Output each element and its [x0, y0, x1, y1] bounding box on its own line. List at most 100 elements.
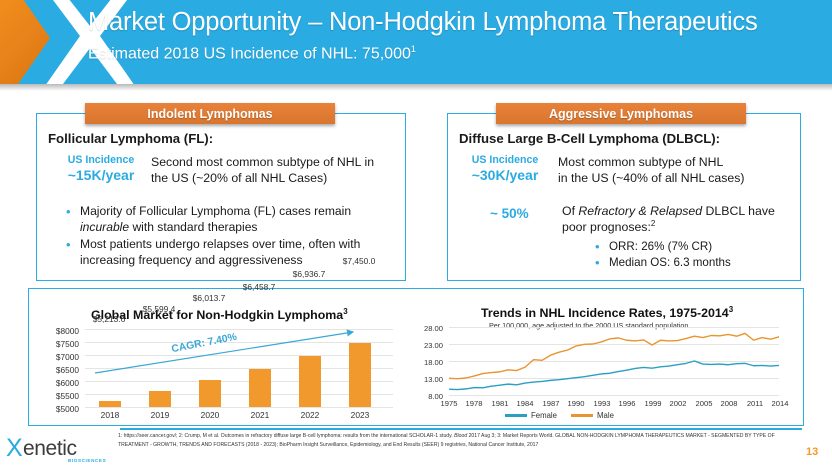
line-series-paths	[449, 327, 779, 395]
bar-2022	[299, 356, 321, 407]
fl-incidence-value-line1: Second most common subtype of NHL in	[151, 155, 375, 169]
bar-label-2022: $6,936.7	[292, 269, 326, 279]
bar-label-2021: $6,458.7	[242, 282, 276, 292]
bar-2018	[99, 401, 121, 407]
header-shadow	[0, 84, 832, 91]
line-series-female	[449, 361, 779, 390]
bar-ytick-6: $5000	[55, 404, 79, 414]
bar-ytick-4: $6000	[55, 378, 79, 388]
line-chart-title-footnote-ref: 3	[728, 305, 734, 314]
bar-2020	[199, 380, 221, 407]
list-item: Median OS: 6.3 months	[592, 254, 792, 271]
legend-label-male: Male	[597, 411, 614, 420]
aggressive-lymphomas-banner: Aggressive Lymphomas	[496, 103, 746, 124]
logo-tagline: BIOSCIENCES	[68, 458, 107, 463]
dlbcl-title: Diffuse Large B-Cell Lymphoma (DLBCL):	[459, 131, 721, 146]
indolent-lymphomas-banner: Indolent Lymphomas	[85, 103, 335, 124]
legend-label-female: Female	[531, 411, 557, 420]
line-xtick-2011: 2011	[746, 399, 764, 408]
fl-bullet-list: Majority of Follicular Lymphoma (FL) cas…	[63, 203, 397, 270]
bar-ytick-3: $6500	[55, 365, 79, 375]
bar-xtick-2021: 2021	[250, 410, 270, 420]
page-subtitle-text: Estimated 2018 US Incidence of NHL: 75,0…	[88, 45, 411, 63]
gridline	[85, 368, 393, 369]
line-xtick-2005: 2005	[695, 399, 713, 408]
logo-wordmark: enetic	[23, 437, 77, 460]
footnote-journal: Blood	[454, 433, 468, 439]
gridline	[85, 381, 393, 382]
footnote-line3: Institute, 2017	[506, 441, 539, 448]
line-chart-subtitle: Per 100,000, age adjusted to the 2000 US…	[489, 321, 691, 330]
dlbcl-refractory-line2: poor prognoses:2	[562, 219, 794, 235]
bar-xtick-2019: 2019	[150, 410, 170, 420]
line-xtick-1987: 1987	[542, 399, 560, 408]
bar-xtick-2020: 2020	[200, 410, 220, 420]
bar-label-2018: $5,213.6	[92, 314, 126, 324]
line-chart-title: Trends in NHL Incidence Rates, 1975-2014…	[481, 305, 733, 320]
legend-swatch-male-icon	[571, 414, 593, 417]
legend-item-male: Male	[571, 411, 614, 420]
bar-xtick-2022: 2022	[300, 410, 320, 420]
gridline	[449, 395, 779, 396]
indolent-lymphomas-panel: Indolent Lymphomas Follicular Lymphoma (…	[36, 103, 406, 281]
footnote-line1b: 2017 Aug 3; 3: Market Reports World. GLO…	[467, 433, 614, 439]
fl-incidence-value: Second most common subtype of NHL in the…	[151, 154, 374, 186]
bar-2023	[349, 343, 371, 407]
dlbcl-incidence-stat: US Incidence ~30K/year Most common subty…	[462, 154, 796, 186]
dlbcl-refractory-line1: Of Refractory & Relapsed DLBCL have	[562, 203, 794, 219]
bar-ytick-1: $7500	[55, 339, 79, 349]
legend-item-female: Female	[505, 411, 557, 420]
dlbcl-refractory-percent: ~ 50%	[490, 206, 529, 221]
x-mark-icon	[46, 0, 134, 84]
bar-label-2020: $6,013.7	[192, 293, 226, 303]
bar-label-2019: $5,599.4	[142, 304, 176, 314]
line-chart-title-text: Trends in NHL Incidence Rates, 1975-2014	[481, 306, 729, 321]
line-xtick-2014: 2014	[771, 399, 789, 408]
dlbcl-incidence-key: US Incidence ~30K/year	[462, 154, 548, 183]
line-ytick-0: 28.00	[423, 324, 443, 333]
logo-x-icon: X	[6, 434, 23, 462]
fl-bullet-2-text: Most patients undergo relapses over time…	[80, 236, 361, 267]
bar-ytick-0: $8000	[55, 326, 79, 336]
dlbcl-incidence-key-line2: ~30K/year	[471, 166, 539, 183]
gridline	[85, 407, 393, 408]
gridline	[85, 394, 393, 395]
bar-label-2023: $7,450.0	[342, 256, 376, 266]
line-ytick-4: 8.00	[428, 392, 443, 401]
line-xtick-2008: 2008	[720, 399, 738, 408]
footnote-text: 1: https://seer.cancer.gov/; 2: Crump, M…	[118, 432, 786, 450]
gridline	[85, 329, 393, 330]
follicular-lymphoma-title: Follicular Lymphoma (FL):	[48, 131, 214, 146]
list-item: ORR: 26% (7% CR)	[592, 238, 792, 255]
line-xtick-1978: 1978	[465, 399, 483, 408]
global-market-bar-chart: Global Market for Non-Hodgkin Lymphoma3 …	[35, 256, 407, 420]
gridline	[85, 355, 393, 356]
line-xtick-1984: 1984	[516, 399, 534, 408]
page-title: Market Opportunity – Non-Hodgkin Lymphom…	[88, 8, 758, 36]
line-xtick-1996: 1996	[618, 399, 636, 408]
dlbcl-incidence-key-line1: US Incidence	[471, 154, 539, 166]
dlbcl-refractory-pre: Of	[562, 204, 579, 218]
bar-2021	[249, 369, 271, 407]
bar-chart-title: Global Market for Non-Hodgkin Lymphoma3	[91, 307, 348, 322]
line-xtick-1975: 1975	[440, 399, 458, 408]
gridline	[449, 327, 779, 328]
fl-incidence-key-line1: US Incidence	[67, 154, 135, 166]
page-subtitle-footnote-ref: 1	[410, 44, 416, 54]
footnote-line2: LYMPHOMA THERAPEUTICS MARKET - SEGMENTED…	[118, 433, 775, 448]
bar-plot-area: CAGR: 7.40% $5,213.6 $5,599.4 $6,013.7 $…	[85, 256, 393, 408]
line-ytick-1: 23.00	[423, 341, 443, 350]
line-xtick-1981: 1981	[491, 399, 509, 408]
fl-bullet-1-post: with standard therapies	[129, 219, 258, 234]
bar-xtick-2023: 2023	[350, 410, 370, 420]
fl-incidence-key: US Incidence ~15K/year	[59, 154, 143, 183]
dlbcl-refractory-post: DLBCL have	[702, 204, 775, 218]
page-number: 13	[806, 446, 819, 458]
dlbcl-incidence-value: Most common subtype of NHL in the US (~4…	[558, 154, 744, 186]
gridline	[449, 344, 779, 345]
line-xtick-1993: 1993	[593, 399, 611, 408]
page-subtitle: Estimated 2018 US Incidence of NHL: 75,0…	[88, 44, 416, 63]
legend-swatch-female-icon	[505, 414, 527, 417]
gridline	[449, 378, 779, 379]
